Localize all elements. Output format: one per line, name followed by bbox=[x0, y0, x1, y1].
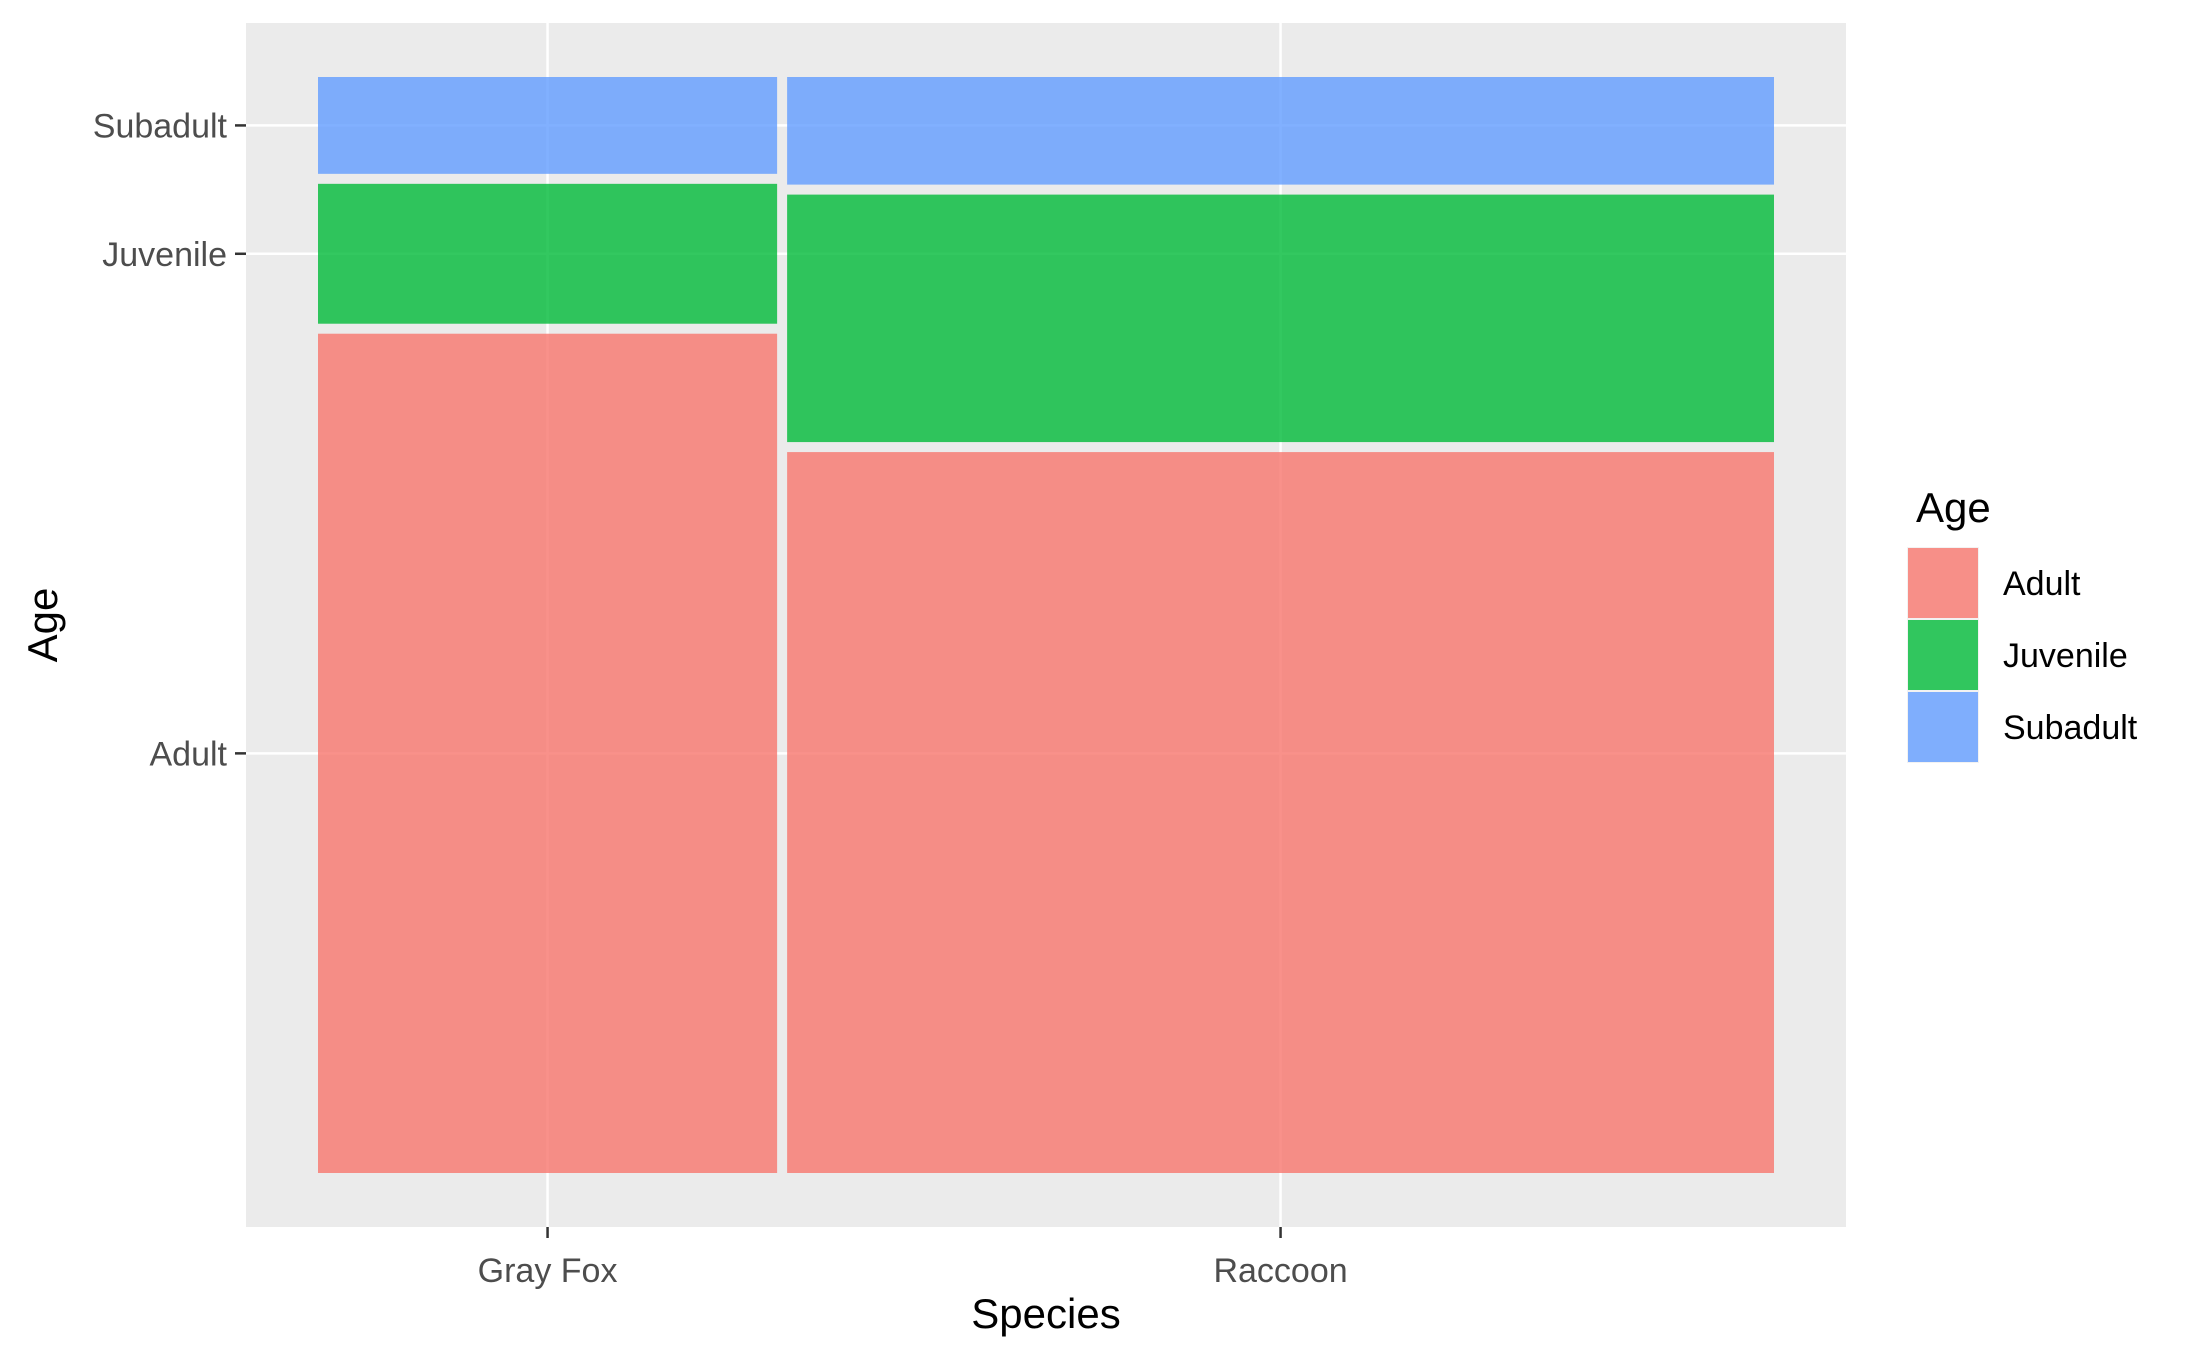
y-tick-label: Adult bbox=[150, 735, 228, 773]
x-tick-label: Raccoon bbox=[1213, 1252, 1347, 1290]
x-tick-label: Gray Fox bbox=[478, 1252, 618, 1290]
y-tick-label: Juvenile bbox=[102, 236, 227, 274]
tile-gray-fox-juvenile bbox=[318, 183, 778, 324]
tile-gray-fox-subadult bbox=[318, 77, 778, 174]
x-axis: Gray Fox Raccoon bbox=[478, 1227, 1348, 1290]
tile-raccoon-subadult bbox=[787, 77, 1774, 185]
legend-label: Adult bbox=[2003, 565, 2081, 603]
legend-key-swatch bbox=[1908, 548, 1978, 618]
x-axis-title: Species bbox=[971, 1290, 1120, 1337]
legend-title: Age bbox=[1916, 484, 1991, 531]
legend-key-swatch bbox=[1908, 620, 1978, 690]
y-axis: Adult Juvenile Subadult bbox=[93, 107, 246, 773]
mosaic-tiles bbox=[318, 77, 1774, 1174]
tile-raccoon-juvenile bbox=[787, 194, 1774, 443]
legend-label: Juvenile bbox=[2003, 637, 2128, 675]
legend-key-swatch bbox=[1908, 692, 1978, 762]
tile-gray-fox-adult bbox=[318, 333, 778, 1174]
y-axis-title: Age bbox=[19, 588, 66, 663]
legend: Age Adult Juvenile Subadult bbox=[1907, 484, 2138, 763]
y-tick-label: Subadult bbox=[93, 107, 228, 145]
tile-raccoon-adult bbox=[787, 452, 1774, 1174]
legend-label: Subadult bbox=[2003, 709, 2138, 747]
